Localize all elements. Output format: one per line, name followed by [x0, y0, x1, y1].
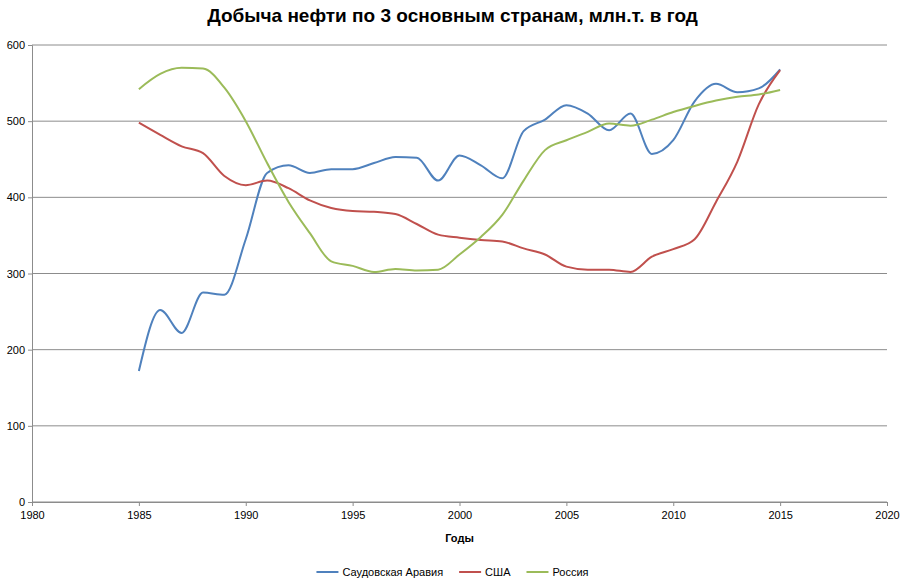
series-line — [139, 70, 780, 272]
legend-swatch — [526, 571, 548, 573]
y-tick-mark — [28, 274, 32, 275]
grid-line — [32, 121, 887, 122]
x-axis-title: Годы — [445, 532, 474, 544]
x-tick: 2010 — [662, 502, 686, 521]
x-axis-line — [33, 503, 888, 507]
x-tick-mark — [460, 502, 461, 506]
x-tick-label: 2015 — [768, 509, 792, 521]
y-tick-label: 400 — [7, 191, 25, 203]
x-tick: 2000 — [448, 502, 472, 521]
grid-line — [32, 425, 887, 426]
legend-label: США — [485, 566, 511, 578]
y-tick-mark — [28, 197, 32, 198]
y-tick-mark — [28, 426, 32, 427]
y-tick: 200 — [7, 344, 32, 356]
grid-line — [32, 349, 887, 350]
y-tick: 400 — [7, 191, 32, 203]
x-tick-mark — [32, 502, 33, 506]
x-tick: 1985 — [127, 502, 151, 521]
x-tick: 2020 — [875, 502, 899, 521]
y-tick: 600 — [7, 39, 32, 51]
series-line — [139, 68, 780, 272]
x-tick: 1990 — [234, 502, 258, 521]
grid-line — [32, 273, 887, 274]
grid — [32, 45, 887, 502]
y-axis-line — [28, 46, 33, 503]
y-tick-label: 500 — [7, 115, 25, 127]
series-line — [139, 69, 780, 371]
y-tick-label: 200 — [7, 344, 25, 356]
y-tick-mark — [28, 350, 32, 351]
plot-area — [139, 68, 780, 371]
x-tick: 2015 — [768, 502, 792, 521]
x-tick-mark — [673, 502, 674, 506]
x-tick: 1980 — [20, 502, 44, 521]
x-tick-label: 1985 — [127, 509, 151, 521]
x-tick-label: 1990 — [234, 509, 258, 521]
y-tick: 500 — [7, 115, 32, 127]
x-tick-mark — [246, 502, 247, 506]
x-tick-mark — [780, 502, 781, 506]
x-tick-label: 1980 — [20, 509, 44, 521]
legend-swatch — [316, 571, 338, 573]
y-tick: 100 — [7, 420, 32, 432]
legend: Саудовская Аравия США Россия — [316, 566, 588, 578]
grid-line — [32, 197, 887, 198]
y-tick: 300 — [7, 268, 32, 280]
grid-line — [32, 45, 887, 46]
y-tick: 0 — [19, 496, 32, 508]
x-tick-label: 2005 — [555, 509, 579, 521]
x-tick: 2005 — [555, 502, 579, 521]
y-tick-mark — [28, 121, 32, 122]
chart: Добыча нефти по 3 основным странам, млн.… — [0, 0, 905, 587]
y-tick-mark — [28, 502, 32, 503]
y-axis: 0 100 200 300 400 500 600 — [7, 39, 33, 508]
x-axis: 1980 1985 1990 1995 2000 2005 2010 2015 2020 — [20, 502, 899, 521]
x-tick-label: 2020 — [875, 509, 899, 521]
x-tick-label: 1995 — [341, 509, 365, 521]
legend-label: Россия — [552, 566, 588, 578]
y-tick-label: 0 — [19, 496, 25, 508]
y-tick-label: 300 — [7, 268, 25, 280]
legend-item: США — [459, 566, 511, 578]
y-tick-mark — [28, 45, 32, 46]
x-tick-mark — [566, 502, 567, 506]
title: Добыча нефти по 3 основным странам, млн.… — [207, 5, 698, 26]
x-tick-label: 2010 — [662, 509, 686, 521]
x-tick-mark — [353, 502, 354, 506]
y-tick-label: 600 — [7, 39, 25, 51]
y-tick-label: 100 — [7, 420, 25, 432]
x-tick-mark — [887, 502, 888, 506]
legend-label: Саудовская Аравия — [342, 566, 443, 578]
x-tick-mark — [139, 502, 140, 506]
legend-swatch — [459, 571, 481, 573]
legend-item: Саудовская Аравия — [316, 566, 443, 578]
legend-item: Россия — [526, 566, 588, 578]
x-tick-label: 2000 — [448, 509, 472, 521]
x-tick: 1995 — [341, 502, 365, 521]
